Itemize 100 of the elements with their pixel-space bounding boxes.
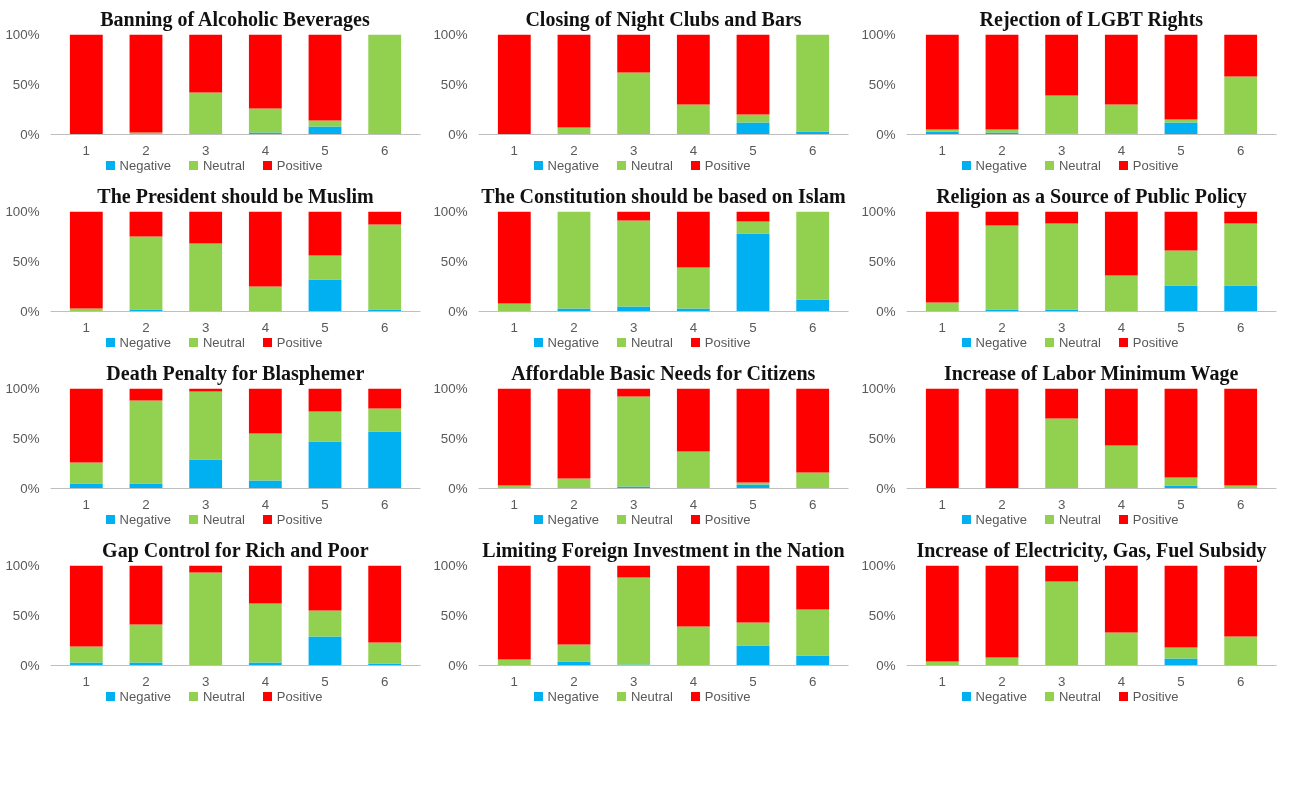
y-tick-label: 0% (876, 127, 896, 142)
x-tick-label: 2 (142, 142, 150, 158)
x-tick-label: 1 (938, 496, 947, 512)
x-tick-label: 4 (689, 673, 698, 689)
x-tick-label: 1 (82, 319, 91, 335)
y-tick-label: 50% (12, 254, 40, 269)
chart-title: Increase of Electricity, Gas, Fuel Subsidy (916, 538, 1267, 562)
x-tick-label: 6 (1236, 142, 1245, 158)
legend-item: Neutral (188, 512, 245, 527)
y-tick-label: 100% (433, 27, 468, 42)
y-tick-label: 100% (433, 204, 468, 219)
legend-item: Negative (533, 689, 599, 704)
legend-item: Positive (1118, 158, 1179, 173)
x-tick-label: 6 (1236, 319, 1245, 335)
y-tick-label: 100% (5, 27, 40, 42)
x-tick-label: 5 (321, 673, 329, 689)
x-tick-label: 4 (689, 496, 698, 512)
x-tick-label: 1 (938, 673, 947, 689)
x-tick-label: 2 (142, 673, 150, 689)
y-tick-label: 50% (868, 254, 896, 269)
x-tick-label: 5 (1177, 142, 1185, 158)
legend-item: Negative (105, 158, 171, 173)
legend-item: Positive (262, 158, 323, 173)
y-tick-label: 100% (5, 204, 40, 219)
y-tick-label: 0% (20, 304, 40, 319)
x-tick-label: 5 (321, 496, 329, 512)
x-tick-label: 6 (808, 142, 817, 158)
legend-item: Positive (690, 512, 751, 527)
y-tick-label: 0% (876, 481, 896, 496)
y-tick-label: 0% (20, 481, 40, 496)
x-tick-label: 3 (1057, 319, 1066, 335)
y-tick-label: 0% (876, 304, 896, 319)
x-tick-label: 1 (510, 319, 519, 335)
x-tick-label: 2 (570, 673, 578, 689)
y-tick-label: 50% (12, 608, 40, 623)
y-tick-label: 0% (876, 658, 896, 673)
legend-item: Positive (690, 158, 751, 173)
y-tick-label: 0% (448, 127, 468, 142)
x-tick-label: 4 (689, 142, 698, 158)
x-tick-label: 2 (570, 319, 578, 335)
y-tick-label: 50% (868, 431, 896, 446)
x-tick-label: 3 (1057, 142, 1066, 158)
y-tick-label: 50% (440, 608, 468, 623)
x-tick-label: 5 (749, 142, 757, 158)
x-tick-label: 3 (629, 319, 638, 335)
x-tick-label: 6 (808, 673, 817, 689)
y-tick-label: 50% (868, 77, 896, 92)
chart-title: Limiting Foreign Investment in the Nation (482, 538, 845, 562)
x-tick-label: 4 (1117, 496, 1126, 512)
x-tick-label: 1 (82, 142, 91, 158)
y-tick-label: 0% (20, 658, 40, 673)
x-tick-label: 3 (629, 496, 638, 512)
x-tick-label: 2 (570, 142, 578, 158)
y-tick-label: 100% (861, 381, 896, 396)
x-tick-label: 3 (629, 142, 638, 158)
x-tick-label: 5 (749, 319, 757, 335)
y-tick-label: 50% (440, 254, 468, 269)
chart-title: Gap Control for Rich and Poor (102, 538, 369, 562)
y-tick-label: 0% (448, 658, 468, 673)
y-tick-label: 100% (861, 558, 896, 573)
chart-title: Banning of Alcoholic Beverages (100, 7, 370, 31)
x-tick-label: 1 (82, 496, 91, 512)
y-tick-label: 50% (440, 431, 468, 446)
x-tick-label: 2 (998, 319, 1006, 335)
x-tick-label: 5 (1177, 496, 1185, 512)
chart-title: Religion as a Source of Public Policy (936, 184, 1247, 208)
legend-item: Neutral (1044, 512, 1101, 527)
x-tick-label: 3 (629, 673, 638, 689)
legend-item: Negative (961, 335, 1027, 350)
legend-item: Positive (262, 512, 323, 527)
chart-title: The Constitution should be based on Islam (481, 184, 847, 207)
x-tick-label: 6 (380, 319, 389, 335)
x-tick-label: 4 (261, 142, 270, 158)
chart-title: Rejection of LGBT Rights (979, 7, 1204, 31)
legend-item: Negative (961, 158, 1027, 173)
x-tick-label: 2 (570, 496, 578, 512)
x-tick-label: 2 (998, 673, 1006, 689)
x-tick-label: 5 (1177, 673, 1185, 689)
legend-item: Negative (105, 689, 171, 704)
x-tick-label: 3 (201, 142, 210, 158)
legend-item: Neutral (188, 158, 245, 173)
legend-item: Negative (533, 158, 599, 173)
x-tick-label: 3 (201, 319, 210, 335)
y-tick-label: 50% (12, 431, 40, 446)
legend-item: Negative (105, 335, 171, 350)
legend-item: Neutral (1044, 158, 1101, 173)
legend-item: Positive (1118, 512, 1179, 527)
chart-title: Affordable Basic Needs for Citizens (511, 361, 816, 384)
x-tick-label: 6 (1236, 496, 1245, 512)
x-tick-label: 3 (1057, 673, 1066, 689)
y-tick-label: 0% (448, 481, 468, 496)
x-tick-label: 6 (380, 673, 389, 689)
x-tick-label: 2 (142, 319, 150, 335)
legend-item: Neutral (616, 335, 673, 350)
x-tick-label: 4 (261, 673, 270, 689)
legend-item: Positive (690, 689, 751, 704)
x-tick-label: 1 (510, 496, 519, 512)
x-tick-label: 4 (1117, 142, 1126, 158)
x-tick-label: 3 (1057, 496, 1066, 512)
legend-item: Positive (262, 689, 323, 704)
